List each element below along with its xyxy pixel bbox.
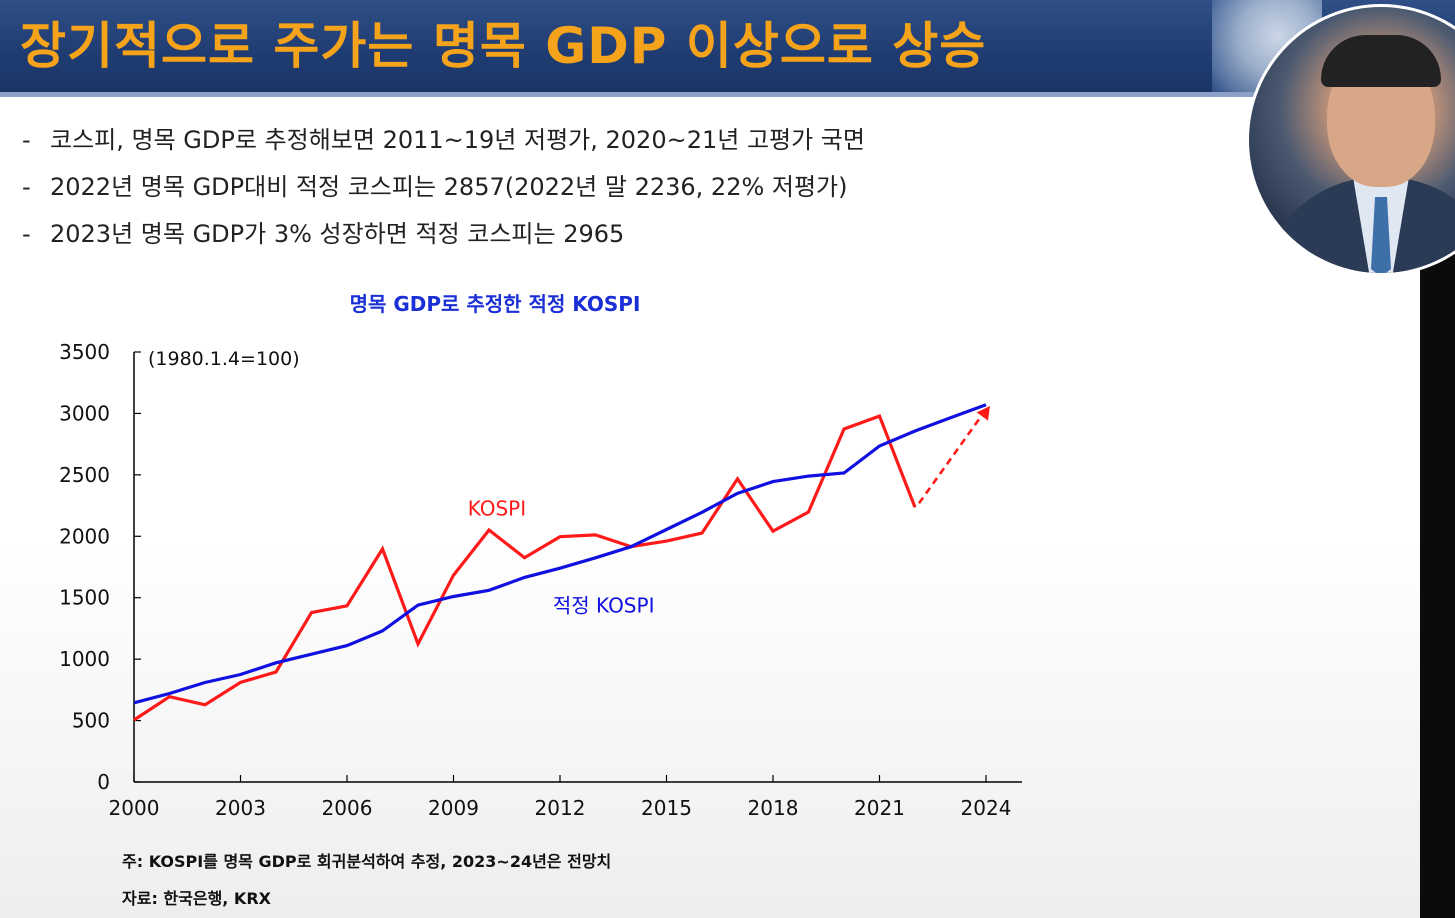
y-tick-label: 2500: [59, 463, 110, 487]
y-tick-label: 500: [72, 709, 110, 733]
y-tick-label: 3000: [59, 401, 110, 425]
y-tick-label: 1500: [59, 586, 110, 610]
series-label: 적정 KOSPI: [553, 593, 655, 617]
y-tick-label: 3500: [59, 340, 110, 364]
y-tick-label: 1000: [59, 647, 110, 671]
x-tick-label: 2018: [748, 796, 799, 820]
series-line: [133, 414, 917, 722]
bullet-item: -2022년 명목 GDP대비 적정 코스피는 2857(2022년 말 223…: [22, 167, 865, 214]
x-tick-label: 2006: [322, 796, 373, 820]
bullet-marker: -: [22, 220, 31, 248]
series-line: [133, 403, 987, 705]
series-label: KOSPI: [468, 496, 526, 520]
bullet-marker: -: [22, 126, 31, 154]
bullet-marker: -: [22, 173, 31, 201]
bullet-text: 2022년 명목 GDP대비 적정 코스피는 2857(2022년 말 2236…: [50, 173, 848, 201]
slide-background-fade: [0, 540, 1420, 918]
x-tick-label: 2003: [215, 796, 266, 820]
bullet-text: 2023년 명목 GDP가 3% 성장하면 적정 코스피는 2965: [50, 220, 625, 248]
chart-title: 명목 GDP로 추정한 적정 KOSPI: [349, 292, 641, 316]
x-tick-label: 2024: [961, 796, 1012, 820]
kospi-line-chart: 0 500 1000 1500 2000 2500 3000 3500 2000 2003 2006…: [59, 340, 1022, 820]
y-tick-label: 2000: [59, 524, 110, 548]
slide-title: 장기적으로 주가는 명목 GDP 이상으로 상승: [20, 17, 987, 75]
forecast-arrow-head: [976, 406, 990, 421]
header-divider: [0, 92, 1455, 97]
chart-source: 자료: 한국은행, KRX: [122, 889, 271, 908]
forecast-arrow-line: [917, 414, 984, 505]
x-tick-label: 2021: [854, 796, 905, 820]
bullet-item: -2023년 명목 GDP가 3% 성장하면 적정 코스피는 2965: [22, 214, 865, 261]
bullet-item: - 코스피, 명목 GDP로 추정해보면 2011~19년 저평가, 2020~2…: [22, 120, 865, 167]
presenter-tie: [1371, 197, 1391, 273]
x-tick-label: 2015: [641, 796, 692, 820]
x-tick-label: 2012: [535, 796, 586, 820]
x-tick-label: 2009: [428, 796, 479, 820]
unit-label: (1980.1.4=100): [148, 348, 300, 370]
presenter-video: [1246, 4, 1455, 276]
bullet-list: - 코스피, 명목 GDP로 추정해보면 2011~19년 저평가, 2020~2…: [22, 120, 865, 261]
chart-note: 주: KOSPI를 명목 GDP로 회귀분석하여 추정, 2023~24년은 전…: [122, 852, 612, 871]
y-tick-label: 0: [97, 770, 110, 794]
presenter-hair: [1321, 35, 1441, 87]
bullet-text: 코스피, 명목 GDP로 추정해보면 2011~19년 저평가, 2020~21…: [50, 126, 865, 154]
x-tick-label: 2000: [109, 796, 160, 820]
